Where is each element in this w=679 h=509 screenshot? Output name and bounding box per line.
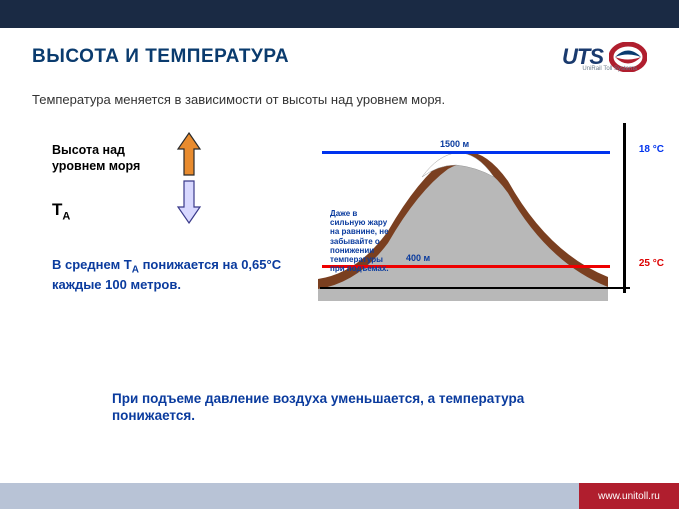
subtitle: Температура меняется в зависимости от вы… xyxy=(0,80,679,107)
altitude-1500-label: 1500 м xyxy=(440,139,469,149)
arrow-down-icon xyxy=(176,179,202,225)
top-bar xyxy=(0,0,679,28)
footer-bar xyxy=(0,483,579,509)
footer: www.unitoll.ru xyxy=(0,483,679,509)
brand-subtitle: UniRail Toll Systems xyxy=(582,66,637,72)
average-note: В среднем TA понижается на 0,65°C каждые… xyxy=(52,257,332,293)
altitude-label: Высота над уровнем моря xyxy=(52,143,140,174)
ta-sub: A xyxy=(62,211,70,223)
ta-prefix: T xyxy=(52,200,62,219)
content-area: Высота над уровнем моря TA В среднем TA … xyxy=(0,107,679,447)
heat-warning-note: Даже в сильную жару на равнине, не забыв… xyxy=(330,209,394,273)
altitude-label-l1: Высота над xyxy=(52,143,125,157)
avg-note-p1: В среднем T xyxy=(52,257,132,272)
ta-symbol: TA xyxy=(52,200,140,222)
level-line-1500 xyxy=(322,151,610,154)
bottom-note: При подъеме давление воздуха уменьшается… xyxy=(112,390,532,425)
temp-18-label: 18 °C xyxy=(639,144,664,155)
altitude-diagram: 1500 м 18 °C 400 м 25 °C Даже в сильную … xyxy=(300,117,640,317)
page-title: ВЫСОТА И ТЕМПЕРАТУРА xyxy=(32,46,289,68)
footer-url: www.unitoll.ru xyxy=(579,483,679,509)
altitude-block: Высота над уровнем моря TA xyxy=(52,143,140,223)
axis-y xyxy=(623,123,626,293)
arrow-up-icon xyxy=(176,131,202,177)
altitude-label-l2: уровнем моря xyxy=(52,159,140,173)
altitude-400-label: 400 м xyxy=(406,253,430,263)
header: ВЫСОТА И ТЕМПЕРАТУРА UTS xyxy=(0,28,679,80)
axis-x xyxy=(320,287,630,289)
temp-25-label: 25 °C xyxy=(639,258,664,269)
avg-note-sub: A xyxy=(132,265,139,276)
